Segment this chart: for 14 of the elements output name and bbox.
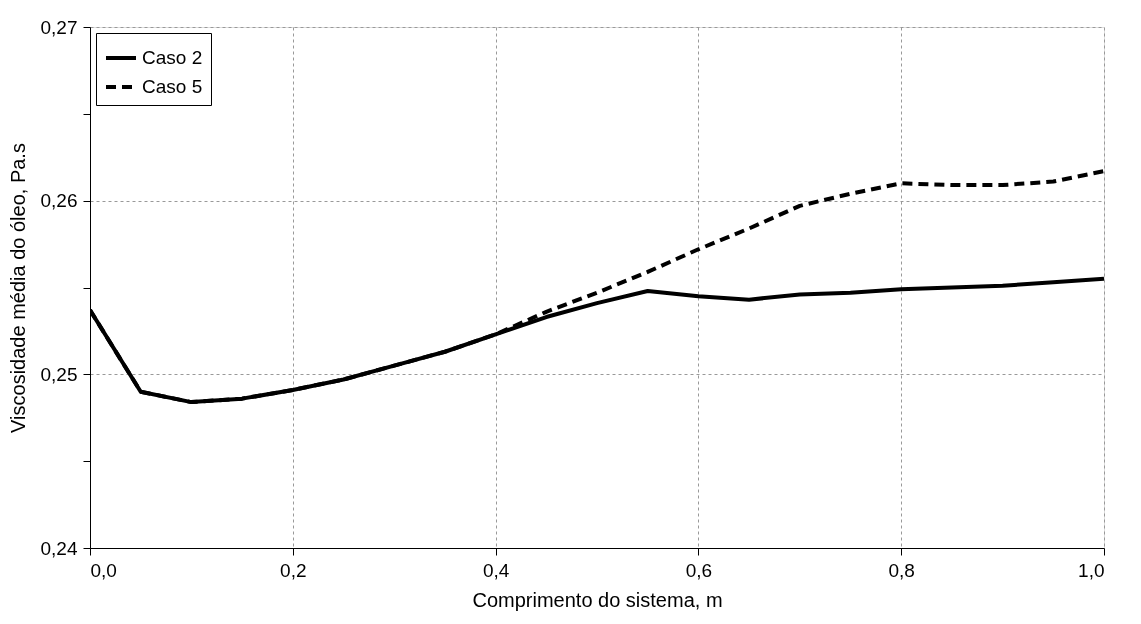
x-axis-title: Comprimento do sistema, m [472, 588, 723, 611]
y-tick-label: 0,25 [40, 363, 78, 385]
x-tick-label: 0,0 [90, 559, 117, 581]
legend-label: Caso 2 [142, 47, 203, 68]
x-tick-label: 0,4 [482, 559, 510, 581]
x-tick-label: 0,8 [888, 559, 915, 581]
y-tick-label: 0,26 [40, 190, 78, 212]
x-tick-label: 0,6 [685, 559, 713, 581]
legend-label: Caso 5 [142, 76, 203, 97]
y-axis-title: Viscosidade média do óleo, Pa.s [6, 143, 29, 433]
y-tick-label: 0,27 [40, 16, 78, 38]
y-tick-label: 0,24 [40, 537, 78, 559]
x-tick-label: 0,2 [280, 559, 307, 581]
x-tick-label: 1,0 [1078, 559, 1105, 581]
